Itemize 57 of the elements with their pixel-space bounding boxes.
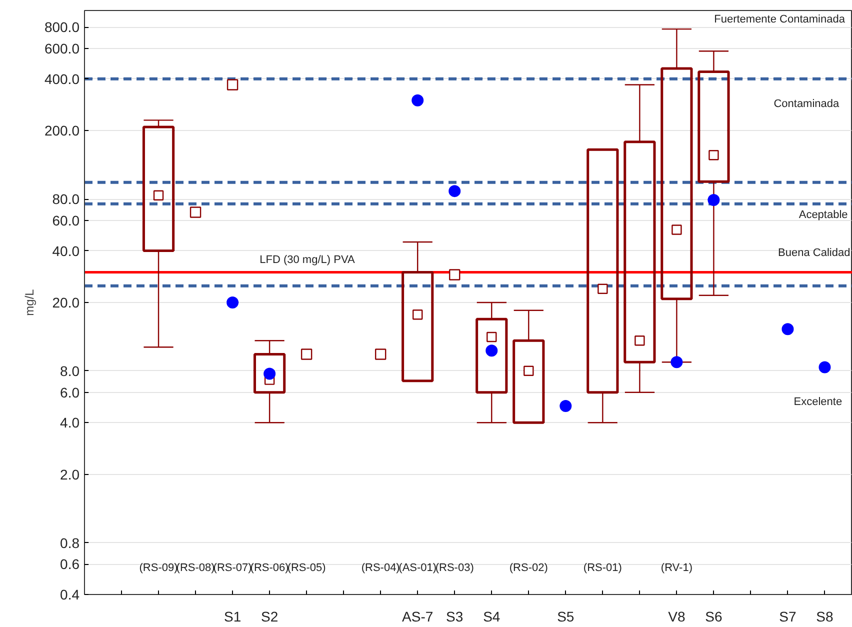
point: [300, 348, 312, 360]
y-tick-label: 0.4: [60, 586, 80, 602]
point: [670, 356, 683, 368]
annotation: (RS-04): [361, 562, 400, 574]
annotation: Fuertemente Contaminada: [714, 13, 846, 26]
y-tick-label: 600.0: [44, 40, 80, 57]
y-tick-label: 6.0: [60, 384, 80, 400]
point: [226, 296, 239, 308]
x-tick-label: S3: [446, 608, 464, 624]
annotation: Contaminada: [774, 98, 840, 110]
annotation: Excelente: [794, 396, 842, 408]
y-tick-label: 200.0: [44, 122, 80, 139]
y-tick-label: 40.0: [52, 242, 80, 259]
point: [782, 323, 794, 336]
annotation: (RS-08): [176, 562, 215, 574]
y-tick-label: 80.0: [52, 191, 80, 208]
x-tick-label: S7: [779, 608, 797, 624]
x-tick-label: S4: [483, 608, 500, 624]
point: [374, 348, 386, 360]
point: [486, 344, 498, 357]
x-tick-label: S5: [557, 608, 574, 624]
y-tick-label: 800.0: [44, 19, 80, 36]
ref-line-label: LFD (30 mg/L) PVA: [260, 254, 356, 266]
annotation: (RS-01): [583, 562, 622, 574]
y-tick-label: 0.6: [60, 556, 80, 572]
point: [560, 400, 572, 412]
annotation: (RS-05): [287, 562, 326, 574]
annotation: (RV-1): [660, 562, 692, 574]
annotation: (AS-01): [398, 562, 437, 574]
y-tick-label: 4.0: [60, 414, 80, 431]
annotation: (RS-06): [250, 562, 289, 574]
point: [449, 269, 460, 280]
point: [818, 361, 831, 374]
point: [448, 185, 461, 198]
point: [226, 79, 238, 90]
x-tick-label: S6: [705, 608, 722, 624]
y-axis-title: mg/L: [22, 288, 36, 316]
annotation: (RS-03): [435, 562, 474, 574]
y-tick-label: 20.0: [52, 294, 80, 310]
point: [708, 194, 720, 206]
annotation: Aceptable: [798, 208, 848, 221]
y-tick-label: 0.8: [60, 534, 80, 551]
point: [412, 94, 424, 106]
x-tick-label: AS-7: [402, 608, 434, 624]
y-tick-label: 60.0: [52, 212, 80, 228]
x-tick-label: V8: [668, 608, 686, 624]
x-tick-label: S1: [224, 608, 242, 624]
annotation: (RS-09): [139, 562, 178, 574]
annotation: (RS-02): [509, 562, 548, 574]
y-tick-label: 400.0: [44, 70, 80, 87]
y-tick-label: 2.0: [60, 466, 80, 482]
x-tick-label: S8: [816, 608, 834, 624]
annotation: (RS-07): [213, 562, 252, 574]
annotation: Buena Calidad: [778, 246, 850, 259]
y-tick-label: 8.0: [60, 362, 80, 379]
point: [190, 206, 202, 218]
x-tick-label: S2: [261, 608, 278, 624]
